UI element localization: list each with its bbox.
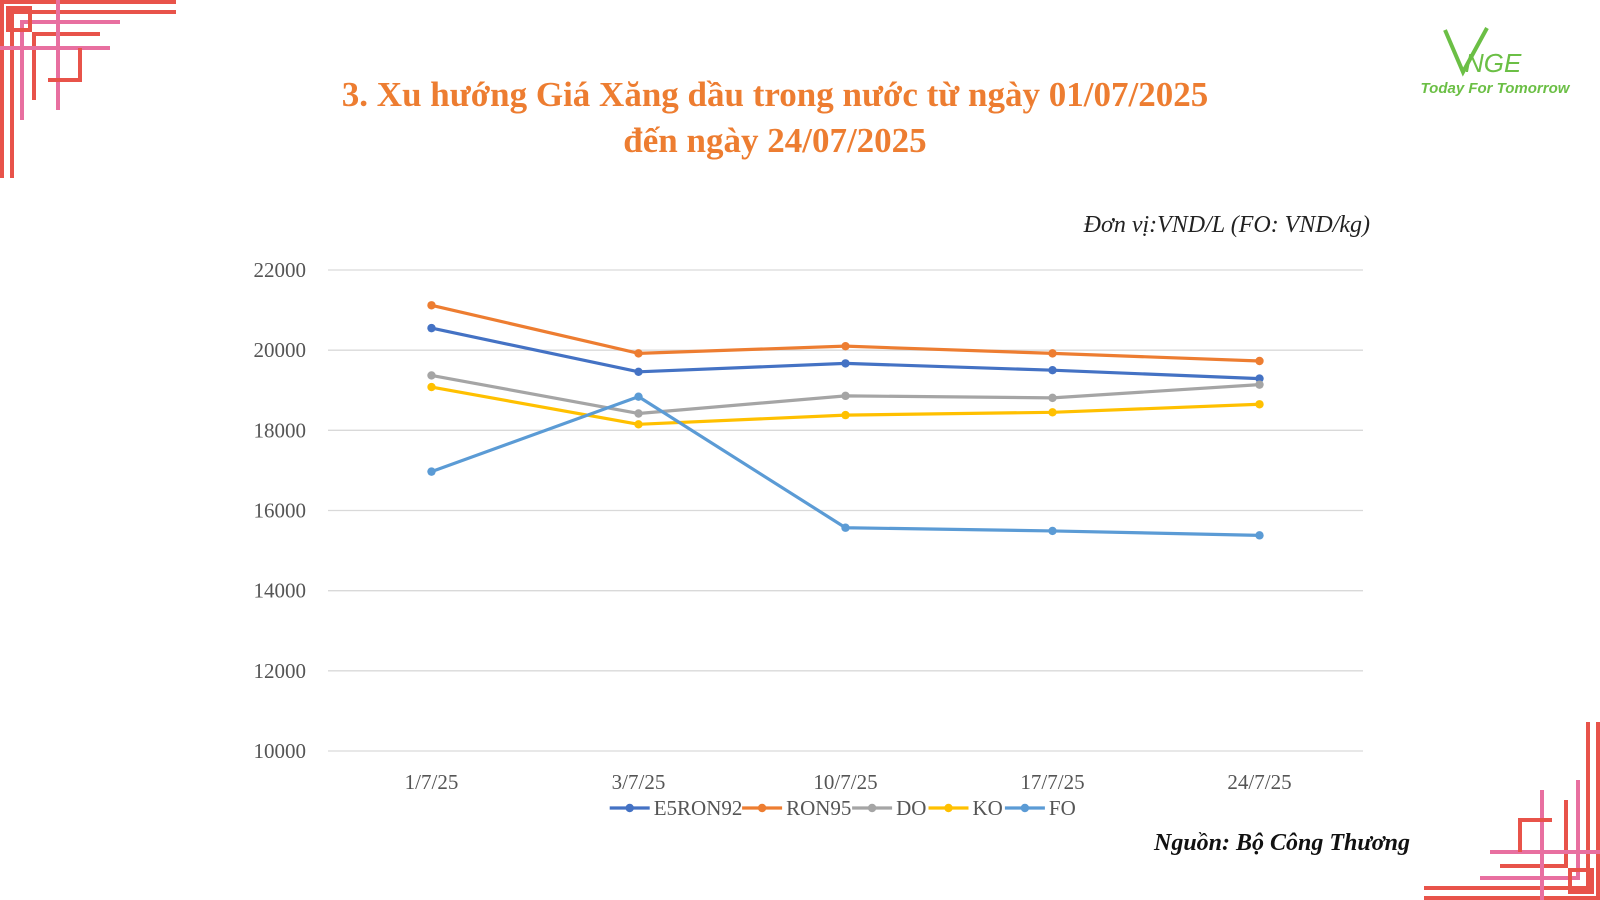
y-tick-label: 22000 <box>254 258 307 282</box>
chart-title-line-2: đến ngày 24/07/2025 <box>623 121 927 160</box>
chart-title: 3. Xu hướng Giá Xăng dầu trong nước từ n… <box>230 72 1320 164</box>
y-tick-label: 14000 <box>254 579 307 603</box>
y-tick-label: 16000 <box>254 499 307 523</box>
logo-wordmark: NGE <box>1465 48 1522 78</box>
data-point <box>634 349 643 358</box>
x-tick-label: 17/7/25 <box>1020 770 1084 794</box>
data-point <box>1048 408 1057 417</box>
series-fo <box>427 392 1264 540</box>
y-tick-label: 10000 <box>254 739 307 763</box>
data-point <box>841 391 850 401</box>
legend-swatch-marker <box>625 803 634 813</box>
legend-label: E5RON92 <box>654 796 743 820</box>
data-point <box>427 382 436 392</box>
y-axis-ticks: 10000 12000 14000 16000 18000 20000 22000 <box>254 258 307 763</box>
data-point <box>427 371 436 380</box>
data-point <box>634 367 643 377</box>
data-point <box>841 523 850 532</box>
x-tick-label: 24/7/25 <box>1227 770 1291 794</box>
series-e5ron92 <box>427 323 1264 383</box>
x-tick-label: 3/7/25 <box>612 770 666 794</box>
data-point <box>841 410 850 420</box>
legend: E5RON92 RON95 DO KO FO <box>609 796 1076 820</box>
y-tick-label: 12000 <box>254 659 307 683</box>
data-point <box>634 392 643 401</box>
legend-item-do: DO <box>852 796 926 820</box>
legend-item-ron95: RON95 <box>742 796 851 820</box>
legend-item-ko: KO <box>928 796 1003 820</box>
legend-label: FO <box>1049 796 1076 820</box>
data-point <box>427 301 436 310</box>
logo-mark: NGE <box>1443 27 1522 78</box>
legend-item-fo: FO <box>1004 796 1076 820</box>
y-tick-label: 18000 <box>254 418 307 442</box>
series-ko <box>427 382 1264 429</box>
data-point <box>634 409 643 418</box>
legend-label: DO <box>896 796 926 820</box>
chart-title-line-1: 3. Xu hướng Giá Xăng dầu trong nước từ n… <box>341 75 1209 114</box>
unit-note: Đơn vị:VND/L (FO: VND/kg) <box>1083 212 1370 238</box>
legend-swatch-marker <box>1020 803 1030 813</box>
series-line <box>431 303 1260 363</box>
series-do <box>427 371 1264 418</box>
data-point <box>1048 526 1057 536</box>
legend-item-e5ron92: E5RON92 <box>609 796 743 820</box>
legend-swatch-marker <box>944 803 953 813</box>
corner-ornament-top-left <box>0 0 176 178</box>
source-note: Nguồn: Bộ Công Thương <box>1154 830 1410 856</box>
logo-tagline: Today For Tomorrow <box>1420 80 1570 97</box>
data-point <box>1048 366 1057 375</box>
data-point <box>841 341 850 351</box>
legend-swatch-marker <box>867 803 877 813</box>
legend-label: KO <box>973 796 1003 820</box>
y-tick-label: 20000 <box>254 338 307 362</box>
x-tick-label: 1/7/25 <box>405 770 459 794</box>
data-point <box>1255 400 1264 409</box>
legend-label: RON95 <box>786 796 851 820</box>
company-logo: NGE Today For Tomorrow <box>1405 20 1585 110</box>
data-point <box>427 323 436 333</box>
series-ron95 <box>427 301 1264 366</box>
data-point <box>634 420 643 429</box>
legend-swatch-marker <box>757 803 767 813</box>
data-point <box>1255 356 1264 366</box>
data-point <box>1255 380 1264 389</box>
data-point <box>1255 531 1264 540</box>
data-point <box>1048 393 1057 403</box>
x-axis-ticks: 1/7/25 3/7/25 10/7/25 17/7/25 24/7/25 <box>405 770 1292 794</box>
data-point <box>1255 374 1264 383</box>
data-point <box>1048 349 1057 358</box>
corner-ornament-bottom-right <box>1424 722 1600 900</box>
x-tick-label: 10/7/25 <box>813 770 877 794</box>
series-group <box>427 301 1264 540</box>
data-point <box>427 467 436 476</box>
data-point <box>841 359 850 368</box>
